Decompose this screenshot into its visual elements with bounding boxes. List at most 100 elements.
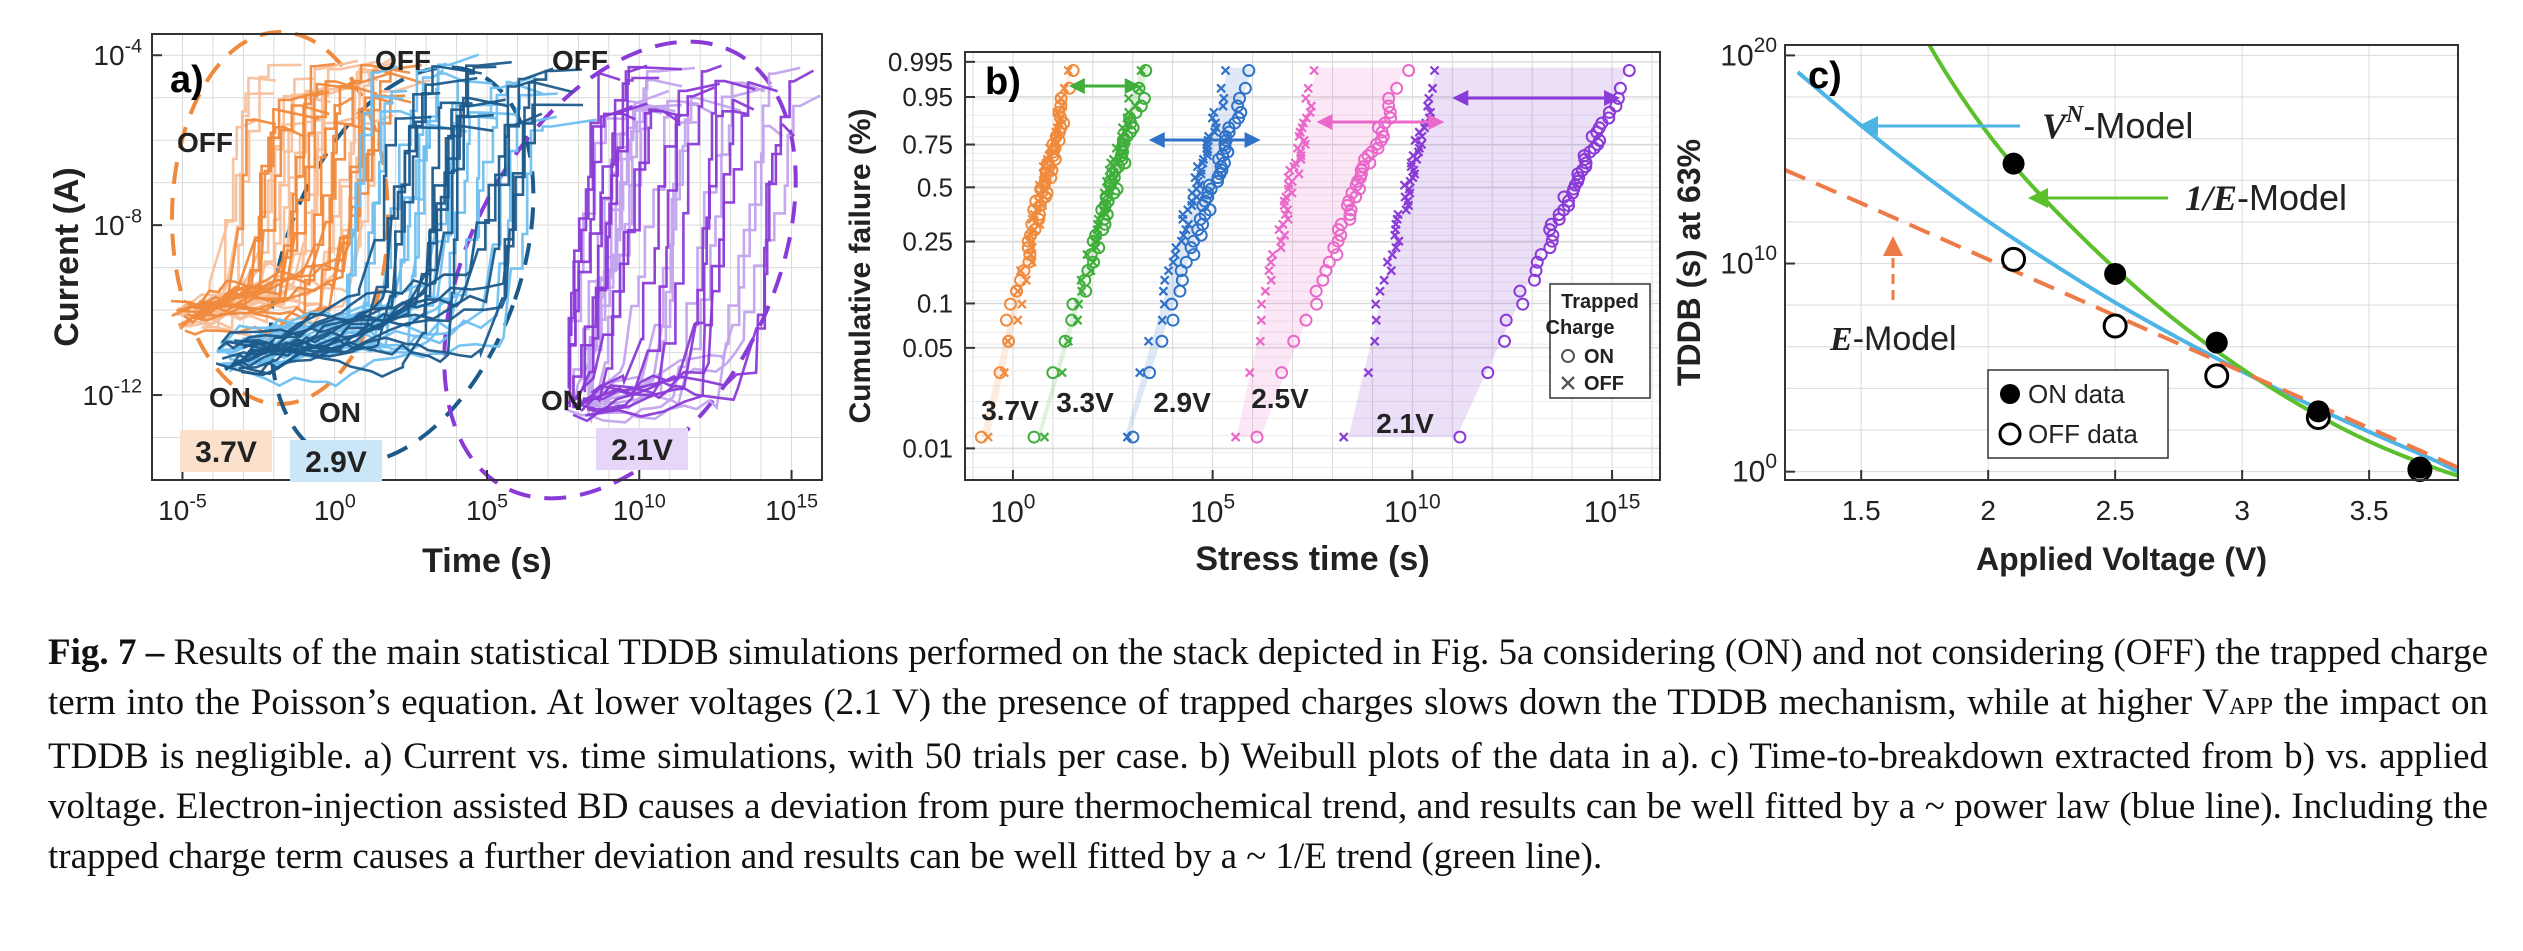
trace-2.9V	[234, 60, 512, 376]
legend-label-off: OFF data	[2028, 419, 2138, 449]
marker-off-2.1V	[1399, 180, 1410, 190]
shift-arrow-head	[1428, 114, 1445, 130]
trace-2.1V	[591, 66, 696, 416]
marker-off-2.1V	[1416, 139, 1427, 150]
marker-on-3.3V	[1058, 334, 1072, 348]
x-tick-label-base: 10	[466, 495, 497, 526]
annotation-on-2.9v: ON	[319, 397, 361, 428]
panel-b-letter: b)	[985, 61, 1021, 103]
x-tick-label-exp: 10	[644, 490, 666, 512]
voltage-label-2.5V: 2.5V	[1251, 383, 1309, 414]
marker-off-2.5V	[1306, 101, 1317, 111]
x-tick-label-exp: 0	[1024, 491, 1036, 514]
legend-label-on: ON	[1584, 346, 1614, 368]
trace-2.9V	[219, 92, 558, 367]
shift-arrow-head	[1244, 132, 1261, 148]
marker-off-2.9V	[1168, 257, 1178, 267]
trace-3.7V	[182, 94, 406, 310]
marker-off-3.3V	[1076, 275, 1086, 285]
marker-off-2.5V	[1303, 83, 1314, 94]
y-tick-label: 0.75	[902, 130, 953, 160]
y-tick-label: 0.1	[917, 288, 953, 318]
y-axis-label: Current (A)	[48, 167, 86, 346]
marker-off-2.5V	[1301, 113, 1312, 123]
y-tick-label: 0.995	[888, 47, 953, 77]
marker-off-3.3V	[1123, 93, 1134, 104]
shift-arrow-head	[1148, 132, 1165, 148]
marker-off-2.1V	[1375, 286, 1385, 296]
model-curve-1/E-Model	[1927, 45, 2458, 478]
marker-on-3.7V	[1010, 284, 1024, 298]
x-tick-label-exp: 5	[497, 490, 508, 512]
marker-off-2.9V	[1216, 83, 1226, 94]
marker-off-2.9V	[1210, 118, 1221, 128]
marker-off-2.1V	[1406, 161, 1416, 172]
shift-arrow-head	[1068, 78, 1085, 94]
marker-off-3.7V	[1015, 265, 1026, 276]
marker-off-3.7V	[1063, 65, 1074, 76]
trace-2.1V	[585, 81, 778, 418]
marker-off-3.3V	[1072, 315, 1083, 325]
off-data-point	[2204, 363, 2230, 389]
trace-2.9V	[243, 113, 494, 348]
marker-on-2.5V	[1330, 248, 1344, 262]
label-e-model: E-Model	[1829, 320, 1957, 358]
marker-on-2.5V	[1309, 284, 1323, 298]
label-inv-e-base: 1/E	[2185, 178, 2237, 218]
y-tick-label: 0.5	[917, 172, 953, 202]
on-data-point	[2002, 152, 2025, 175]
trace-2.9V	[220, 80, 543, 366]
x-tick-label-base: 10	[613, 495, 644, 526]
y-tick-label: 1020	[1720, 34, 1777, 73]
legend-marker-on	[1561, 349, 1575, 363]
caption-label: Fig. 7 –	[48, 632, 165, 673]
x-tick-label: 1015	[765, 490, 818, 526]
marker-on-2.9V	[1175, 273, 1189, 287]
trace-2.1V	[563, 89, 670, 397]
vn-arrow-head	[1858, 116, 1878, 136]
marker-on-3.7V	[999, 313, 1013, 327]
marker-off-2.1V	[1394, 236, 1404, 246]
axes-frame	[1784, 44, 2459, 481]
marker-off-2.5V	[1260, 286, 1271, 296]
marker-off-2.9V	[1158, 286, 1169, 296]
trace-2.1V	[586, 103, 715, 401]
x-tick-label-base: 10	[990, 496, 1023, 529]
figure-caption: Fig. 7 – Results of the main statistical…	[48, 628, 2488, 882]
marker-off-2.5V	[1281, 192, 1291, 202]
marker-on-2.9V	[1222, 125, 1236, 139]
marker-on-2.5V	[1287, 334, 1301, 348]
marker-on-2.1V	[1534, 248, 1548, 262]
trace-2.1V	[577, 110, 748, 408]
marker-off-2.5V	[1245, 367, 1255, 378]
y-tick-label: 0.05	[902, 333, 953, 363]
marker-off-2.5V	[1276, 236, 1286, 246]
legend-marker-off	[1998, 422, 2022, 446]
shift-arrow-head	[1316, 114, 1333, 130]
label-bg-2.1v	[596, 428, 688, 470]
trace-2.1V	[575, 86, 715, 409]
trace-2.1V	[572, 109, 680, 409]
y-tick-label: 0.01	[902, 433, 953, 463]
on-data-point	[2205, 331, 2228, 354]
legend-label-on: ON data	[2028, 379, 2125, 409]
x-tick-label-base: 10	[158, 495, 189, 526]
marker-off-2.1V	[1393, 209, 1403, 220]
x-tick-label-base: 10	[765, 495, 796, 526]
marker-on-2.1V	[1497, 334, 1511, 348]
y-tick-label-base: 10	[1720, 39, 1753, 72]
marker-on-2.5V	[1343, 212, 1357, 226]
marker-on-2.1V	[1545, 234, 1559, 248]
marker-off-3.7V	[1017, 299, 1027, 309]
marker-on-3.7V	[1021, 241, 1035, 255]
marker-on-2.1V	[1516, 297, 1530, 311]
marker-off-2.1V	[1338, 432, 1349, 442]
marker-off-3.3V	[1057, 367, 1067, 378]
marker-on-2.9V	[1201, 190, 1215, 204]
label-inv-e-rest: -Model	[2237, 177, 2347, 218]
marker-on-2.9V	[1179, 255, 1193, 269]
marker-on-2.1V	[1609, 99, 1623, 113]
marker-off-2.5V	[1266, 257, 1276, 267]
y-tick-label-exp: 10	[1754, 242, 1777, 265]
